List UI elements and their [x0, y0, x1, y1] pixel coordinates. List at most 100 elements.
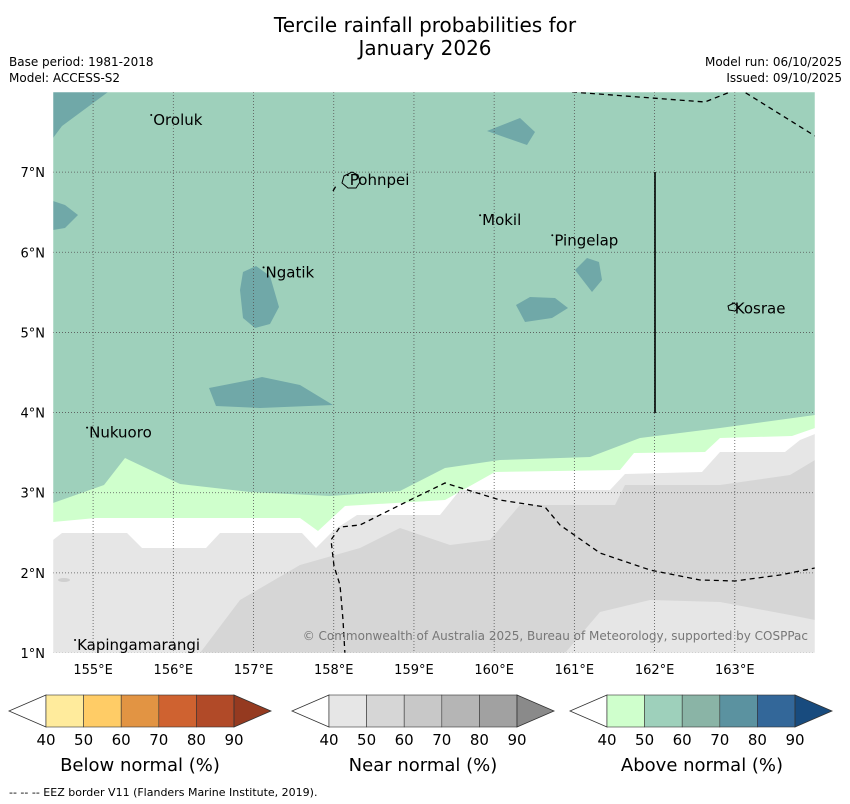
legend-color-cell [479, 694, 518, 728]
legend-tick-label: 40 [36, 731, 55, 749]
legend-tick-label: 70 [149, 731, 168, 749]
legend-tick-label: 40 [597, 731, 616, 749]
place-marker [86, 426, 89, 429]
place-label: Kapingamarangi [77, 636, 200, 654]
map-plot-area [53, 92, 815, 653]
place-marker [551, 234, 554, 237]
legend-svg: 40 50 60 70 80 90 40 50 60 70 80 90 40 50 60 70 80 90 [7, 694, 834, 749]
legend-color-cell [158, 694, 197, 728]
lat-tick-label: 6°N [21, 246, 46, 261]
lat-tick-label: 2°N [21, 567, 46, 582]
place-marker [346, 174, 349, 177]
legend-caption-below: Below normal (%) [60, 755, 220, 776]
legend-color-cell [441, 694, 480, 728]
legend-color-cell [719, 694, 758, 728]
legend-color-cell [681, 694, 721, 728]
place-marker [74, 638, 77, 641]
longitude-axis: 155°E 156°E 157°E 158°E 159°E 160°E 161°E 162°E… [73, 663, 754, 678]
legend-color-cell [328, 694, 367, 728]
lon-tick-label: 161°E [555, 663, 595, 678]
legend-high-triangle [233, 694, 273, 728]
map-title: Tercile rainfall probabilities for Janua… [0, 14, 850, 60]
place-marker [150, 114, 153, 117]
place-label: Kosrae [735, 299, 786, 317]
legend-tick-label: 80 [470, 731, 489, 749]
legend-tick-label: 90 [507, 731, 526, 749]
lon-tick-label: 162°E [635, 663, 675, 678]
lat-tick-label: 1°N [21, 647, 46, 662]
legend-color-cell [196, 694, 235, 728]
legend-tick-label: 50 [635, 731, 654, 749]
place-label: Pingelap [554, 231, 618, 249]
legend-color-cell [45, 694, 84, 728]
eez-borders [330, 92, 815, 653]
legend-tick-label: 50 [74, 731, 93, 749]
lon-tick-label: 156°E [154, 663, 194, 678]
place-label: Pohnpei [350, 171, 410, 189]
lat-tick-label: 3°N [21, 487, 46, 502]
legend-tick-label: 60 [395, 731, 414, 749]
legend-color-cell [120, 694, 160, 728]
legend-color-cell [403, 694, 443, 728]
lon-tick-label: 155°E [73, 663, 113, 678]
legend-tick-label: 60 [673, 731, 692, 749]
copyright-text: © Commonwealth of Australia 2025, Bureau… [303, 629, 808, 643]
lon-tick-label: 163°E [715, 663, 755, 678]
legend-near: 40 50 60 70 80 90 [290, 694, 556, 749]
legend-tick-label: 80 [187, 731, 206, 749]
legend-color-cell [606, 694, 645, 728]
legend-tick-label: 40 [319, 731, 338, 749]
map-frame [52, 91, 816, 654]
legend-low-triangle [290, 694, 330, 728]
legend-color-cell [83, 694, 122, 728]
lon-tick-label: 157°E [234, 663, 274, 678]
eez-footnote: -- -- -- EEZ border V11 (Flanders Marine… [9, 786, 318, 799]
place-label: Oroluk [153, 111, 202, 129]
lon-tick-label: 160°E [474, 663, 514, 678]
lat-tick-label: 4°N [21, 407, 46, 422]
legend-tick-label: 90 [224, 731, 243, 749]
legend-color-cell [644, 694, 683, 728]
legend-tick-label: 50 [357, 731, 376, 749]
near-40-patch [565, 600, 815, 653]
map-svg: 7°N 6°N 5°N 4°N 3°N 2°N 1°N 155°E 156°E 157°E 158… [21, 91, 816, 678]
header-left: Base period: 1981-2018 Model: ACCESS-S2 [9, 54, 154, 86]
legend-high-triangle [794, 694, 834, 728]
lon-tick-label: 159°E [394, 663, 434, 678]
legend-group: 40 50 60 70 80 90 40 50 60 70 80 90 40 50 60 70 80 90 [7, 694, 834, 749]
legend-low-triangle [568, 694, 608, 728]
place-marker [731, 302, 734, 305]
header-right: Model run: 06/10/2025 Issued: 09/10/2025 [705, 54, 842, 86]
model-name: Model: ACCESS-S2 [9, 71, 121, 85]
legend-caption-near: Near normal (%) [348, 755, 498, 776]
above-70-patches [53, 92, 602, 408]
legend-tick-label: 70 [432, 731, 451, 749]
place-label: Mokil [482, 211, 521, 229]
legend-high-triangle [516, 694, 556, 728]
legend-tick-label: 70 [710, 731, 729, 749]
place-label: Nukuoro [89, 424, 152, 442]
legend-above: 40 50 60 70 80 90 [568, 694, 834, 749]
latitude-axis: 7°N 6°N 5°N 4°N 3°N 2°N 1°N [21, 166, 46, 662]
title-line-1: Tercile rainfall probabilities for [273, 13, 577, 37]
place-marker [479, 214, 482, 217]
legend-tick-label: 90 [785, 731, 804, 749]
model-run: Model run: 06/10/2025 [704, 55, 842, 69]
legend-color-cell [757, 694, 796, 728]
legend-low-triangle [7, 694, 47, 728]
title-line-2: January 2026 [358, 36, 492, 60]
base-period: Base period: 1981-2018 [9, 55, 154, 69]
issued-date: Issued: 09/10/2025 [726, 71, 842, 85]
lat-tick-label: 5°N [21, 326, 46, 341]
legend-caption-above: Above normal (%) [620, 755, 784, 776]
lon-tick-label: 158°E [314, 663, 354, 678]
pohnpei-island [341, 171, 361, 189]
legend-color-cell [366, 694, 405, 728]
island-speck [58, 578, 70, 582]
legend-tick-label: 80 [748, 731, 767, 749]
place-label: Ngatik [266, 263, 315, 281]
place-marker [262, 266, 265, 269]
legend-tick-label: 60 [112, 731, 131, 749]
legend-below: 40 50 60 70 80 90 [7, 694, 273, 749]
place-markers [74, 114, 734, 641]
